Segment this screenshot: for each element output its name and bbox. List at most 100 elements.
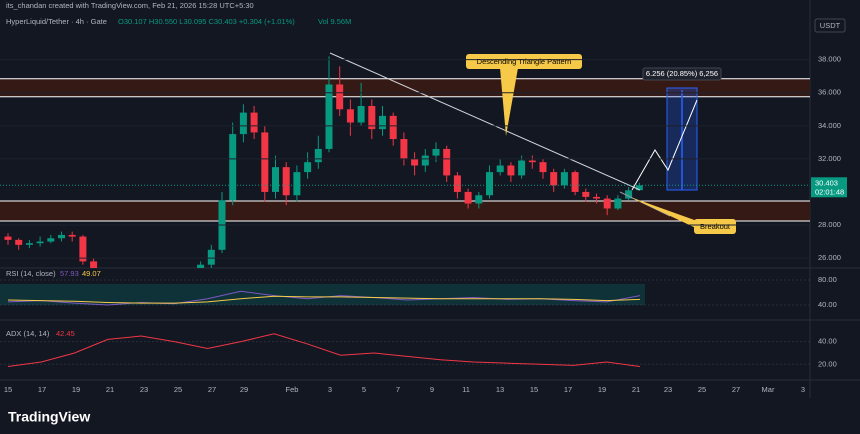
candle-body (229, 134, 237, 201)
brand: TradingView (8, 409, 90, 425)
rsi-ma-value: 49.07 (82, 269, 101, 278)
rsi-band (0, 284, 645, 305)
x-tick-label: 15 (4, 385, 12, 394)
candle-body (486, 172, 493, 196)
candle-body (282, 167, 290, 196)
candle-body (25, 243, 33, 245)
candle-body (325, 84, 333, 149)
indicator-line (7, 333, 641, 368)
x-tick-label: 11 (462, 385, 470, 394)
x-tick-label: 5 (362, 385, 366, 394)
candle-body (4, 236, 12, 240)
candle-body (614, 198, 622, 209)
y-tick-label: 38.000 (818, 55, 841, 64)
last-price: 30.403 (815, 178, 838, 187)
candle-body (625, 190, 633, 199)
y-tick-label: 40.00 (818, 300, 837, 309)
candle-body (207, 249, 215, 265)
candle-body (507, 165, 515, 176)
candle-body (389, 115, 397, 140)
candle-body (197, 264, 205, 268)
candle-body (432, 148, 440, 156)
candle-body (176, 276, 183, 279)
candle-body (528, 160, 536, 163)
callout-text: Breakout (700, 222, 731, 231)
candle-body (603, 198, 611, 209)
candle-body (464, 191, 472, 204)
x-tick-label: 17 (38, 385, 46, 394)
candle-body (411, 158, 419, 166)
y-tick-label: 26.000 (818, 253, 841, 262)
candle-body (304, 162, 312, 173)
callout-box (466, 54, 582, 69)
adx-title: ADX (14, 14) (6, 329, 50, 338)
x-tick-label: 17 (564, 385, 572, 394)
x-tick-label: 7 (396, 385, 400, 394)
candle-body (68, 234, 76, 237)
callout-text: Descending Triangle Pattern (477, 57, 572, 66)
x-tick-label: 3 (328, 385, 332, 394)
candle-body (379, 115, 386, 130)
x-tick-label: 25 (174, 385, 182, 394)
callout-box (694, 219, 736, 234)
trendline (329, 52, 641, 191)
x-tick-label: 9 (430, 385, 434, 394)
x-tick-label: 27 (732, 385, 740, 394)
y-tick-label: 28.000 (818, 220, 841, 229)
candle-body (36, 241, 44, 244)
adx-value: 42.45 (56, 329, 75, 338)
currency-box[interactable] (814, 18, 846, 33)
candle-body (58, 234, 65, 239)
x-tick-label: 23 (140, 385, 148, 394)
volume-legend: Vol 9.56M (318, 17, 351, 26)
candle-body (293, 172, 301, 196)
y-tick-label: 80.00 (818, 275, 837, 284)
currency[interactable]: USDT (820, 21, 841, 30)
candle-body (272, 167, 279, 192)
candle-body (453, 175, 461, 192)
candle-body (421, 155, 429, 166)
candle-body (539, 162, 547, 173)
last-price-box (811, 177, 847, 198)
candle-body (186, 275, 193, 280)
y-tick-label: 36.000 (818, 88, 841, 97)
candle-body (550, 172, 558, 186)
candle-body (518, 160, 526, 176)
candle-body (593, 196, 600, 199)
candle-body (90, 261, 98, 268)
measure-label-box (642, 67, 722, 81)
candle-body (400, 139, 408, 159)
candle-body (250, 112, 258, 133)
indicator-line (7, 295, 641, 304)
callout-arrow (500, 68, 518, 136)
candle-body (635, 185, 643, 191)
candle-body (346, 109, 354, 123)
candle-body (582, 191, 590, 197)
rsi-value: 57.93 (60, 269, 79, 278)
x-tick-label: Mar (762, 385, 775, 394)
x-tick-label: 27 (208, 385, 216, 394)
candle-body (475, 195, 483, 204)
projection-path (631, 99, 698, 191)
y-tick-label: 32.000 (818, 154, 841, 163)
candle-body (314, 148, 322, 163)
x-tick-label: 21 (106, 385, 114, 394)
candle-body (336, 84, 344, 110)
measure-label: 6.256 (20.85%) 6,256 (646, 69, 718, 78)
x-tick-label: 15 (530, 385, 538, 394)
candle-body (122, 278, 129, 285)
candle-body (79, 236, 87, 262)
y-tick-label: 20.00 (818, 359, 837, 368)
credit: its_chandan created with TradingView.com… (6, 1, 254, 10)
symbol-legend: HyperLiquid/Tether · 4h · Gate (6, 17, 107, 26)
candle-body (560, 172, 568, 186)
ohlc-legend: O30.107 H30.550 L30.095 C30.403 +0.304 (… (118, 17, 295, 26)
callout-arrow (630, 197, 700, 230)
candle-body (357, 105, 365, 123)
x-tick-label: Feb (286, 385, 299, 394)
x-tick-label: 19 (598, 385, 606, 394)
x-tick-label: 23 (664, 385, 672, 394)
x-tick-label: 13 (496, 385, 504, 394)
y-tick-label: 40.00 (818, 337, 837, 346)
